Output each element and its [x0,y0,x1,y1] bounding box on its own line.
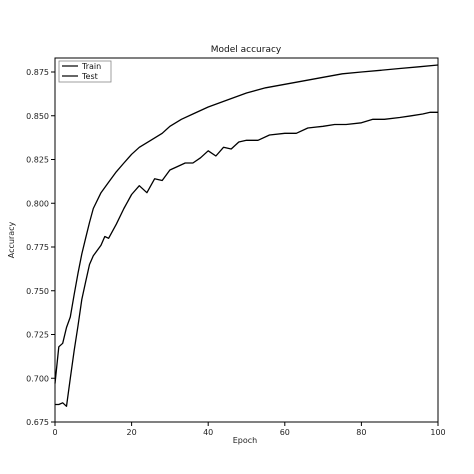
y-tick-label: 0.700 [26,374,49,383]
x-tick-label: 40 [203,428,213,437]
legend-train-label: Train [81,62,101,71]
y-tick-label: 0.675 [26,418,49,427]
legend-test-label: Test [81,72,98,81]
y-tick-label: 0.825 [26,156,49,165]
y-tick-label: 0.750 [26,287,49,296]
x-tick-label: 100 [430,428,445,437]
chart-title: Model accuracy [211,45,282,55]
plot-frame [54,57,439,423]
x-tick-label: 80 [356,428,366,437]
x-tick-label: 20 [127,428,137,437]
series-line-test [55,111,438,407]
x-axis-title: Epoch [233,436,258,445]
x-tick-label: 60 [280,428,290,437]
legend: Train Test [58,60,112,83]
y-tick-label: 0.875 [26,68,49,77]
y-tick-label: 0.725 [26,331,49,340]
series-line-train [54,64,439,384]
y-tick-label: 0.800 [26,199,49,208]
x-axis: 0 20 40 60 80 100 [52,422,446,437]
x-tick-label: 0 [52,428,57,437]
y-axis-title: Accuracy [7,221,16,258]
series-lines [54,64,439,407]
y-tick-label: 0.850 [26,112,49,121]
y-tick-label: 0.775 [26,243,49,252]
y-axis: 0.675 0.700 0.725 0.750 0.775 0.800 0.825 0.850… [26,68,55,427]
